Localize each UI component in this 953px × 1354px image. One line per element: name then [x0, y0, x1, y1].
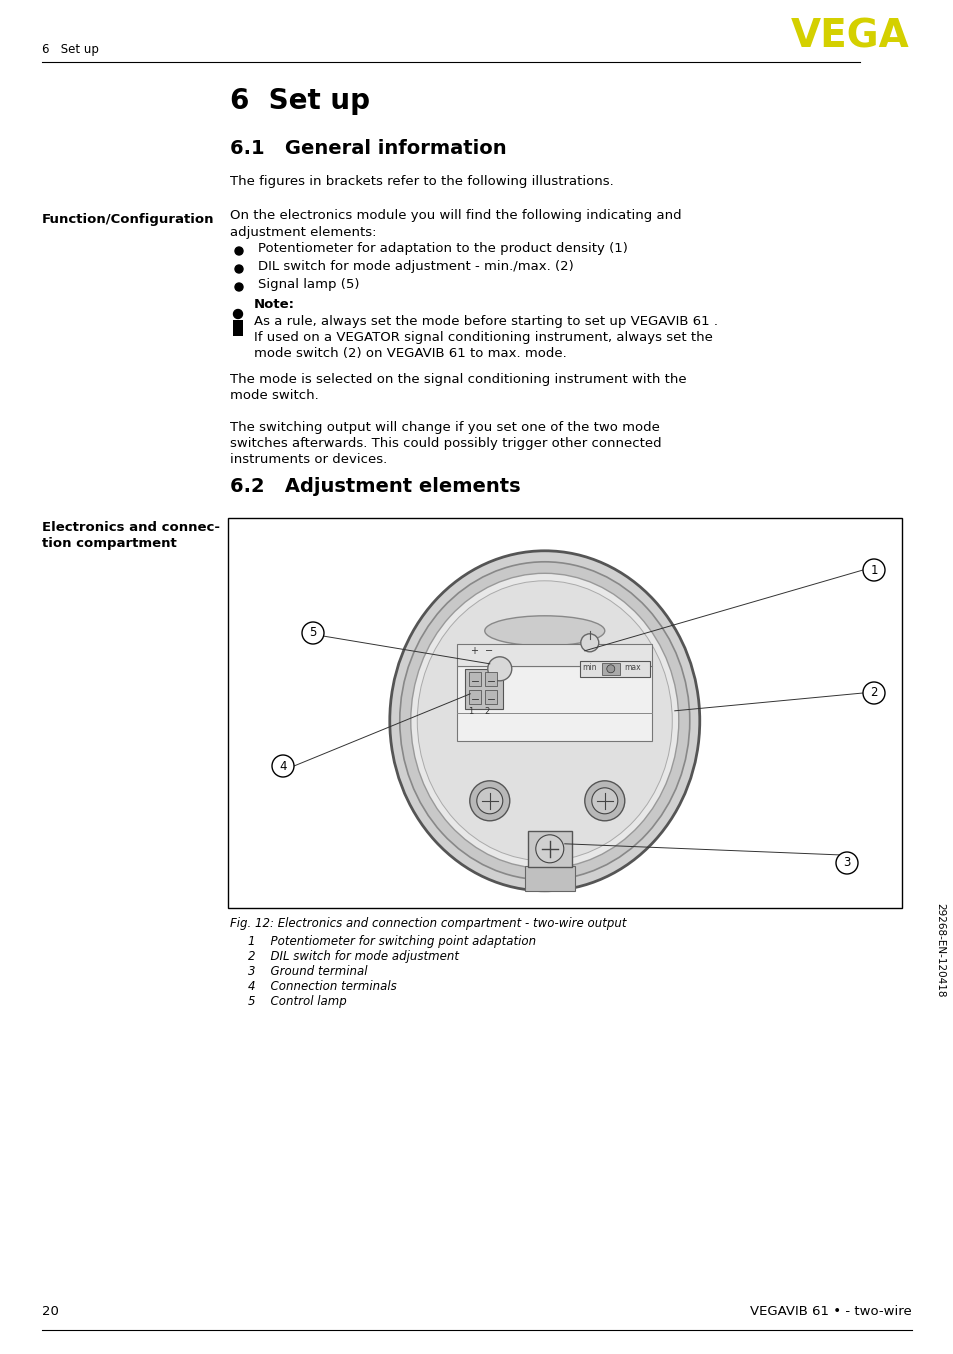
- Ellipse shape: [411, 573, 679, 868]
- Text: 2: 2: [869, 686, 877, 700]
- Ellipse shape: [484, 616, 604, 646]
- Text: min: min: [581, 663, 596, 673]
- Text: Function/Configuration: Function/Configuration: [42, 213, 214, 226]
- Text: tion compartment: tion compartment: [42, 538, 176, 550]
- Bar: [228, 519, 901, 909]
- Circle shape: [302, 621, 324, 645]
- Text: instruments or devices.: instruments or devices.: [230, 454, 387, 466]
- Text: 5: 5: [309, 627, 316, 639]
- Circle shape: [476, 788, 502, 814]
- Text: Electronics and connec-: Electronics and connec-: [42, 521, 220, 533]
- Text: mode switch (2) on VEGAVIB 61 to max. mode.: mode switch (2) on VEGAVIB 61 to max. mo…: [253, 347, 566, 360]
- Text: The figures in brackets refer to the following illustrations.: The figures in brackets refer to the fol…: [230, 175, 613, 188]
- Circle shape: [469, 781, 509, 821]
- Circle shape: [234, 283, 243, 291]
- Text: Fig. 12: Electronics and connection compartment - two-wire output: Fig. 12: Electronics and connection comp…: [230, 917, 626, 930]
- Circle shape: [835, 852, 857, 873]
- Bar: [485, 689, 497, 704]
- Text: 4    Connection terminals: 4 Connection terminals: [248, 980, 396, 992]
- Text: 2: 2: [484, 707, 489, 716]
- Bar: [233, 320, 243, 336]
- Text: −: −: [485, 646, 493, 655]
- Circle shape: [580, 634, 598, 651]
- Text: 6.1   General information: 6.1 General information: [230, 139, 506, 158]
- Circle shape: [234, 246, 243, 255]
- Text: 5    Control lamp: 5 Control lamp: [248, 995, 346, 1007]
- Circle shape: [233, 310, 242, 318]
- Bar: [579, 661, 649, 677]
- Circle shape: [272, 756, 294, 777]
- Text: 2    DIL switch for mode adjustment: 2 DIL switch for mode adjustment: [248, 951, 458, 963]
- Bar: [601, 663, 619, 674]
- Circle shape: [591, 788, 618, 814]
- Text: 1: 1: [869, 563, 877, 577]
- Text: If used on a VEGATOR signal conditioning instrument, always set the: If used on a VEGATOR signal conditioning…: [253, 330, 712, 344]
- Text: 4: 4: [279, 760, 287, 773]
- Text: 20: 20: [42, 1305, 59, 1317]
- Circle shape: [536, 835, 563, 862]
- Text: switches afterwards. This could possibly trigger other connected: switches afterwards. This could possibly…: [230, 437, 661, 450]
- Text: Potentiometer for adaptation to the product density (1): Potentiometer for adaptation to the prod…: [257, 242, 627, 255]
- Bar: [456, 666, 652, 741]
- Bar: [456, 643, 652, 666]
- Text: As a rule, always set the mode before starting to set up VEGAVIB 61 .: As a rule, always set the mode before st…: [253, 315, 718, 328]
- Text: 1    Potentiometer for switching point adaptation: 1 Potentiometer for switching point adap…: [248, 936, 536, 948]
- Circle shape: [584, 781, 624, 821]
- Text: max: max: [623, 663, 639, 673]
- Ellipse shape: [390, 551, 700, 891]
- Bar: [485, 672, 497, 685]
- Text: VEGA: VEGA: [790, 18, 909, 56]
- Text: VEGAVIB 61 • - two-wire: VEGAVIB 61 • - two-wire: [749, 1305, 911, 1317]
- Text: 3    Ground terminal: 3 Ground terminal: [248, 965, 367, 978]
- Text: 6.2   Adjustment elements: 6.2 Adjustment elements: [230, 477, 520, 496]
- Circle shape: [606, 665, 614, 673]
- Text: On the electronics module you will find the following indicating and: On the electronics module you will find …: [230, 209, 680, 222]
- Text: The mode is selected on the signal conditioning instrument with the: The mode is selected on the signal condi…: [230, 372, 686, 386]
- Bar: [469, 689, 480, 704]
- Ellipse shape: [399, 562, 689, 880]
- Text: 6  Set up: 6 Set up: [230, 87, 370, 115]
- Text: +: +: [470, 646, 477, 655]
- Text: Note:: Note:: [253, 298, 294, 311]
- Circle shape: [234, 265, 243, 274]
- Text: 6   Set up: 6 Set up: [42, 43, 99, 56]
- Text: mode switch.: mode switch.: [230, 389, 318, 402]
- Bar: [527, 831, 571, 867]
- Bar: [465, 669, 503, 708]
- Bar: [524, 865, 574, 891]
- Bar: [469, 672, 480, 685]
- Text: 1: 1: [468, 707, 473, 716]
- Text: adjustment elements:: adjustment elements:: [230, 226, 376, 240]
- Ellipse shape: [416, 581, 672, 861]
- Text: DIL switch for mode adjustment - min./max. (2): DIL switch for mode adjustment - min./ma…: [257, 260, 573, 274]
- Text: 29268-EN-120418: 29268-EN-120418: [934, 903, 944, 998]
- Text: Signal lamp (5): Signal lamp (5): [257, 278, 359, 291]
- Text: The switching output will change if you set one of the two mode: The switching output will change if you …: [230, 421, 659, 435]
- Circle shape: [487, 657, 511, 681]
- Circle shape: [862, 559, 884, 581]
- Circle shape: [862, 682, 884, 704]
- Text: 3: 3: [842, 857, 850, 869]
